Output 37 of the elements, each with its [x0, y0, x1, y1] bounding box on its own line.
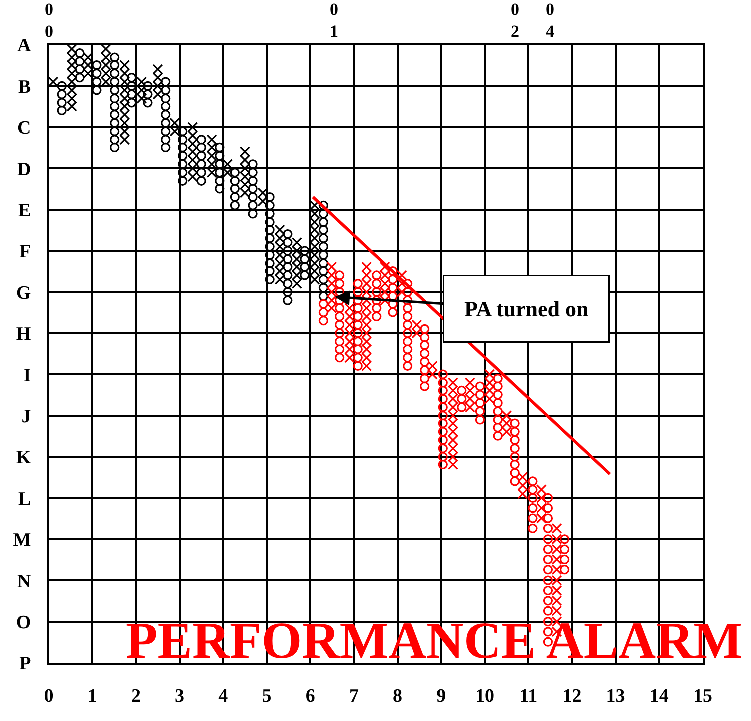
text: 0 4	[546, 0, 555, 42]
category-label: P	[20, 654, 32, 675]
category-label: B	[18, 76, 32, 98]
category-label: I	[24, 365, 32, 386]
x-tick-label: 11	[520, 686, 538, 707]
x-tick-label: 5	[262, 686, 272, 707]
category-label: C	[17, 118, 32, 140]
x-tick-label: 14	[650, 686, 670, 707]
x-tick-label: 7	[349, 686, 360, 707]
category-label: G	[16, 282, 32, 304]
category-label: H	[16, 324, 32, 346]
category-label: N	[17, 571, 32, 592]
category-label: F	[20, 242, 32, 263]
text: 0 1	[330, 0, 338, 42]
category-label: D	[17, 159, 32, 180]
x-tick-label: 0	[44, 686, 54, 707]
category-label: A	[17, 36, 32, 57]
x-tick-label: 10	[476, 686, 494, 707]
x-tick-label: 3	[175, 686, 185, 707]
x-tick-label: 1	[88, 686, 98, 707]
category-label: E	[18, 200, 32, 222]
category-label: J	[22, 406, 32, 428]
x-tick-label: 12	[562, 686, 582, 707]
category-label: O	[16, 612, 32, 634]
text: 0 0	[45, 0, 54, 42]
category-label: K	[16, 448, 32, 469]
text: 0 2	[511, 0, 520, 42]
category-label: L	[18, 488, 32, 510]
category-label: M	[13, 530, 32, 552]
x-tick-label: 6	[306, 686, 316, 707]
x-tick-label: 13	[606, 686, 626, 707]
annotation: PA turned on	[464, 296, 589, 322]
x-tick-label: 4	[218, 686, 229, 707]
x-tick-label: 9	[436, 686, 446, 707]
x-tick-label: 2	[131, 686, 141, 707]
x-tick-label: 8	[393, 686, 403, 707]
x-tick-label: 15	[694, 686, 712, 707]
